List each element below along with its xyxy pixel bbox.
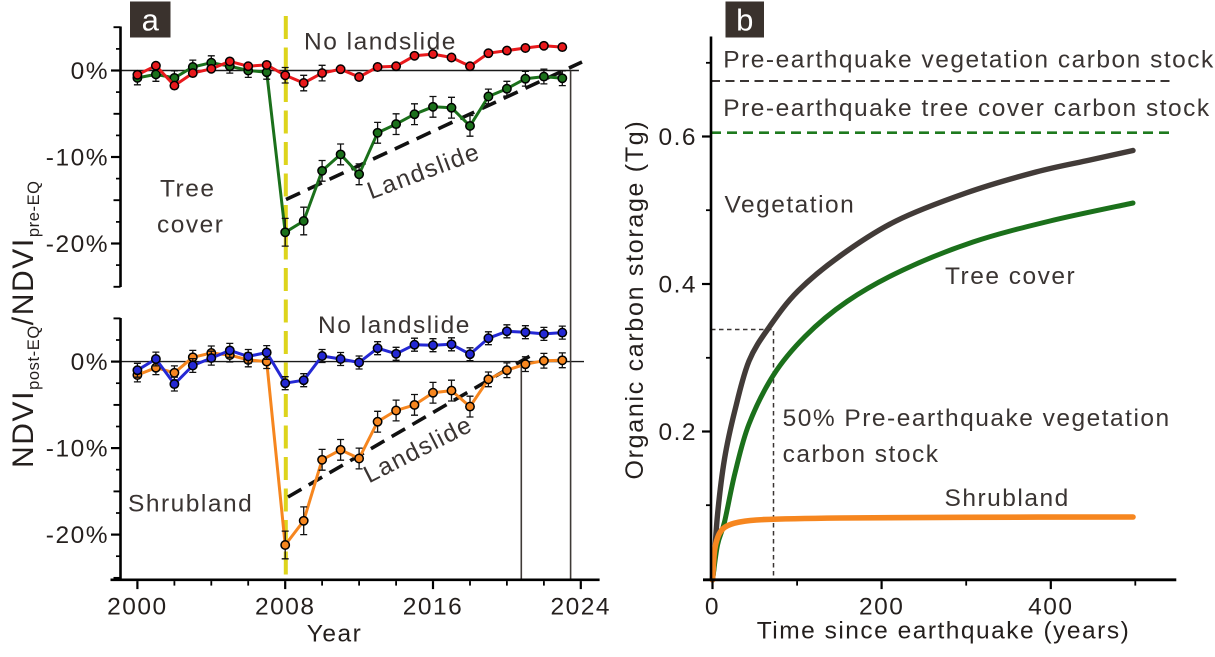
svg-text:-20%: -20% xyxy=(46,522,109,549)
svg-text:Shrubland: Shrubland xyxy=(945,485,1070,512)
svg-text:0.2: 0.2 xyxy=(658,419,697,446)
svg-text:50% Pre-earthquake vegetation: 50% Pre-earthquake vegetation xyxy=(783,405,1171,432)
svg-text:0%: 0% xyxy=(71,349,109,376)
svg-text:2024: 2024 xyxy=(551,594,612,621)
svg-text:Vegetation: Vegetation xyxy=(725,192,856,219)
svg-text:Tree cover: Tree cover xyxy=(945,263,1076,290)
svg-text:No landslide: No landslide xyxy=(318,312,471,339)
svg-text:2008: 2008 xyxy=(255,594,316,621)
svg-text:No landslide: No landslide xyxy=(304,29,457,56)
svg-text:200: 200 xyxy=(859,594,904,621)
svg-text:cover: cover xyxy=(157,212,224,239)
svg-text:carbon stock: carbon stock xyxy=(783,441,940,468)
svg-text:400: 400 xyxy=(1028,594,1073,621)
svg-text:0.4: 0.4 xyxy=(658,272,697,299)
svg-text:0: 0 xyxy=(705,594,720,621)
svg-text:-10%: -10% xyxy=(46,145,109,172)
svg-text:Tree: Tree xyxy=(160,176,215,203)
svg-text:a: a xyxy=(142,3,160,38)
svg-text:Pre-earthquake vegetation carb: Pre-earthquake vegetation carbon stock xyxy=(723,47,1214,74)
svg-text:-10%: -10% xyxy=(46,436,109,463)
svg-text:0%: 0% xyxy=(71,58,109,85)
svg-text:NDVIpost-EQ/NDVIpre-EQ: NDVIpost-EQ/NDVIpre-EQ xyxy=(7,180,43,468)
svg-text:Pre-earthquake tree cover carb: Pre-earthquake tree cover carbon stock xyxy=(723,95,1210,122)
svg-text:Organic carbon storage (Tg): Organic carbon storage (Tg) xyxy=(621,120,649,480)
svg-text:Time since earthquake (years): Time since earthquake (years) xyxy=(757,618,1130,645)
svg-text:2000: 2000 xyxy=(107,594,168,621)
svg-text:-20%: -20% xyxy=(46,231,109,258)
svg-text:2016: 2016 xyxy=(403,594,464,621)
svg-text:b: b xyxy=(736,3,753,38)
svg-text:Shrubland: Shrubland xyxy=(128,491,253,518)
svg-text:0.6: 0.6 xyxy=(658,124,697,151)
svg-text:Year: Year xyxy=(307,621,363,648)
